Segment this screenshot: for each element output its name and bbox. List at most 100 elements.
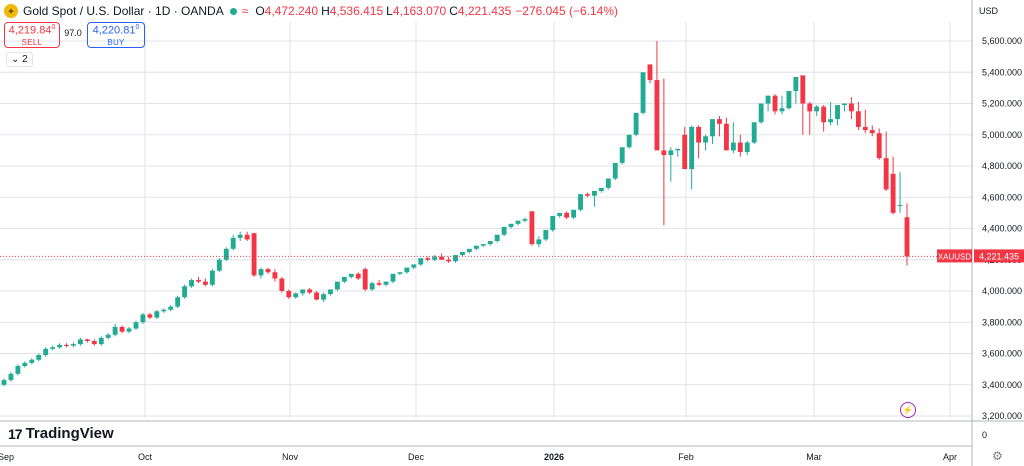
candle (710, 119, 715, 145)
candle (15, 364, 21, 376)
candle-body (43, 348, 49, 356)
candle-body (717, 119, 722, 124)
candle-body (168, 306, 174, 310)
buy-button[interactable]: 4,220.810 BUY (87, 22, 145, 48)
gear-icon[interactable]: ⚙ (992, 449, 1003, 463)
candle (237, 231, 243, 241)
candle (133, 320, 139, 331)
buy-price: 4,220.81 (92, 24, 136, 37)
candle-body (848, 103, 854, 112)
candle-body (293, 293, 299, 298)
candle-body (723, 123, 729, 151)
tradingview-logo[interactable]: 17 TradingView (8, 425, 114, 442)
ohlc-low-label: L (386, 4, 393, 18)
candle (390, 273, 396, 284)
candle-body (821, 106, 827, 123)
candle-body (751, 122, 757, 143)
sell-price: 4,219.84 (8, 24, 52, 37)
candle-body (279, 278, 285, 291)
candle-body (612, 162, 618, 179)
wave-icon: ≈ (241, 4, 249, 18)
candle (883, 131, 889, 191)
candle-body (730, 142, 736, 151)
candle-body (689, 126, 695, 170)
time-axis[interactable]: Sep Oct Nov Dec 2026 Feb Mar Apr (0, 452, 957, 462)
candle (293, 292, 299, 299)
candle-body (286, 291, 292, 298)
candle-body (112, 326, 118, 335)
candle-body (571, 209, 577, 218)
candle (828, 101, 834, 126)
candle-body (640, 72, 646, 113)
candle-body (793, 76, 799, 91)
candle-body (175, 297, 181, 307)
candle (578, 194, 583, 212)
time-tick-label: Feb (678, 452, 694, 462)
candle (744, 141, 750, 156)
price-tick-label: 4,000.000 (982, 286, 1022, 296)
candle (1, 378, 7, 387)
candle (348, 273, 354, 279)
candle-body (328, 289, 333, 295)
candle (585, 192, 590, 198)
candle-body (397, 272, 403, 274)
candle-body (272, 272, 278, 279)
candle (196, 276, 201, 284)
ohlc-change: −276.045 (−6.14%) (515, 4, 619, 18)
market-open-icon (229, 7, 237, 15)
candle (140, 312, 146, 324)
candle-body (189, 280, 194, 287)
candle-body (800, 75, 806, 104)
candle (119, 325, 125, 334)
candle (105, 333, 111, 340)
candle-body (543, 230, 549, 240)
candle-body (696, 126, 702, 143)
candle-body (321, 294, 326, 300)
candle (147, 312, 153, 320)
candle (772, 94, 778, 115)
candle (737, 134, 743, 157)
candle (43, 347, 49, 357)
candle (341, 276, 347, 284)
candle-body (578, 194, 583, 210)
candle (647, 64, 653, 84)
tradingview-logo-text: TradingView (25, 425, 114, 442)
ohlc-open-value: 4,472.240 (264, 4, 319, 18)
time-tick-label: Nov (282, 452, 299, 462)
ohlc-high-label: H (321, 4, 330, 18)
candle-body (230, 237, 236, 249)
currency-label[interactable]: USD (979, 6, 999, 16)
candle (765, 95, 771, 112)
price-axis[interactable]: 3,200.000 3,400.000 3,600.000 3,800.000 4,00… (982, 36, 1022, 440)
candle-body (383, 281, 389, 285)
candle-body (883, 158, 889, 190)
candle (22, 361, 28, 368)
candle-body (494, 234, 500, 241)
candle-body (807, 103, 813, 112)
lightning-icon[interactable]: ⚡ (900, 402, 916, 418)
instrument-badge-label: XAUUSD (938, 252, 972, 261)
symbol-title[interactable]: Gold Spot / U.S. Dollar · 1D · OANDA (23, 4, 224, 18)
candle (369, 281, 375, 291)
indicators-toggle[interactable]: ⌄ 2 (6, 52, 33, 67)
candle-body (466, 248, 472, 252)
candle (689, 125, 695, 190)
ohlc-high-value: 4,536.415 (329, 4, 384, 18)
sell-button[interactable]: 4,219.840 SELL (4, 22, 60, 48)
candle (182, 284, 188, 299)
candle (84, 338, 90, 343)
candle-body (835, 105, 840, 120)
candle-body (432, 256, 438, 260)
candle (50, 345, 56, 351)
candle (890, 156, 896, 215)
candle (654, 41, 660, 151)
last-price-badge (974, 249, 1024, 263)
candle (814, 105, 820, 116)
candle-body (147, 314, 153, 318)
candle (786, 91, 792, 110)
candle-body (251, 233, 257, 276)
candle-body (411, 264, 417, 268)
candle-body (633, 112, 639, 135)
